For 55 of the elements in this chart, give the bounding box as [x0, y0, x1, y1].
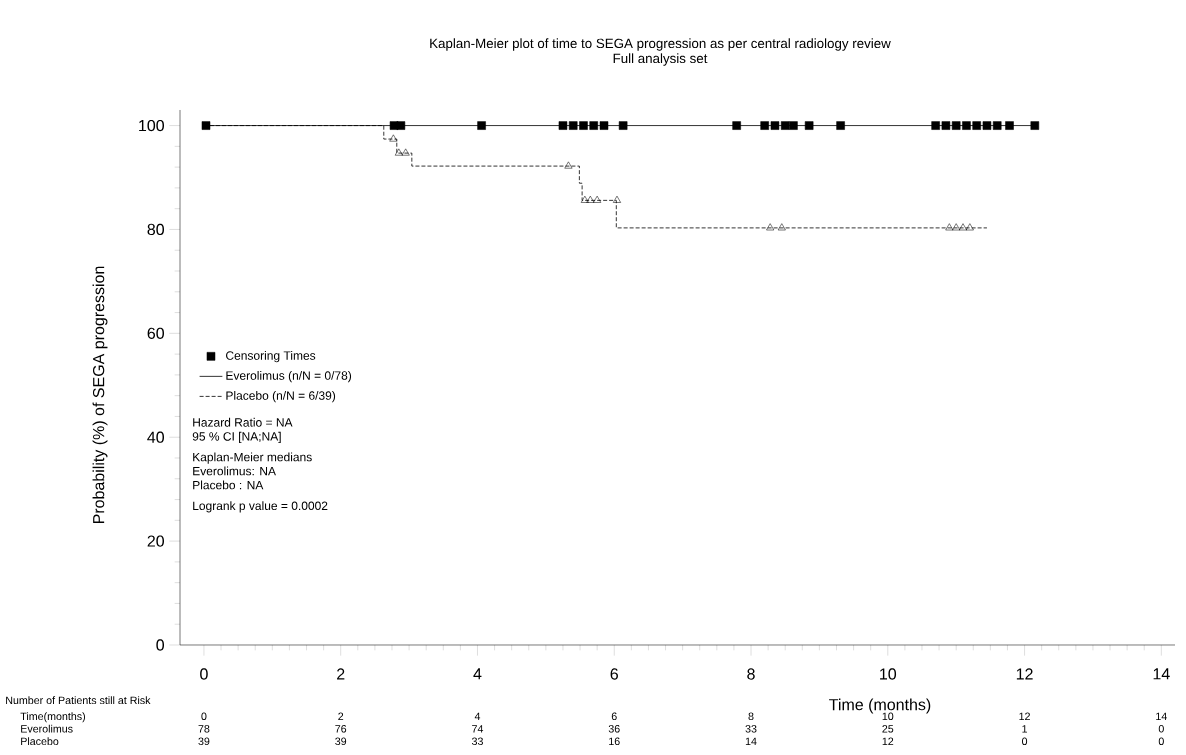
text: 8: [747, 668, 755, 680]
chart-title: Kaplan-Meier plot of time to SEGA progression as per central radiology review: [430, 38, 891, 51]
x-tick-label: 6: [611, 712, 617, 721]
annotation: Hazard Ratio = NA: [193, 417, 293, 427]
y-tick-label: 80: [147, 223, 165, 236]
text: 0: [1158, 725, 1164, 733]
y-axis-title: Probability (%) of SEGA progression: [92, 266, 108, 524]
text: 16: [609, 737, 620, 746]
text: 39: [198, 737, 210, 746]
legend-label: Everolimus (n/N = 0/78): [226, 371, 352, 383]
text: Placebo: [21, 737, 59, 746]
x-tick-label: 14: [1156, 712, 1167, 720]
text: 76: [335, 725, 347, 733]
text: 78: [198, 725, 210, 733]
text: 6: [610, 668, 618, 680]
text: 14: [1153, 668, 1170, 680]
text: 25: [882, 725, 894, 733]
text: 10: [880, 668, 897, 680]
text: 1: [1022, 725, 1027, 733]
text: Everolimus: [21, 724, 73, 733]
text: Number of Patients still at Risk: [6, 696, 151, 705]
annotation: Logrank p value = 0.0002: [193, 501, 328, 513]
x-axis-title: Time (months): [829, 698, 931, 714]
text: 14: [745, 737, 757, 745]
text: 36: [608, 725, 620, 733]
x-tick-label: 4: [474, 712, 481, 720]
text: 0: [1158, 737, 1164, 746]
x-tick-label: 8: [748, 712, 754, 721]
text: 12: [1016, 668, 1033, 680]
y-tick-label: 40: [147, 431, 165, 443]
annotation: 95 % CI [NA;NA]: [192, 431, 281, 444]
annotation: Placebo : NA: [193, 480, 264, 490]
legend-label: Censoring Times: [226, 350, 316, 363]
text: 33: [745, 725, 757, 733]
x-tick-label: 2: [338, 712, 344, 720]
text: 0: [200, 668, 208, 680]
text: 2: [337, 668, 345, 680]
text: Time(months): [20, 712, 85, 723]
x-tick-label: 10: [882, 712, 894, 721]
annotation: Kaplan-Meier medians: [193, 452, 312, 464]
text: 12: [882, 737, 894, 745]
y-tick-label: 0: [156, 639, 165, 651]
text: 4: [473, 668, 482, 680]
text: 0: [1022, 737, 1028, 746]
text: 74: [472, 725, 484, 733]
y-tick-label: 60: [147, 327, 165, 339]
x-tick-label: 0: [201, 712, 207, 721]
text: 39: [335, 737, 347, 746]
y-tick-label: 100: [139, 119, 165, 132]
x-tick-label: 12: [1019, 712, 1030, 720]
text: 33: [471, 737, 483, 746]
annotation: Everolimus: NA: [193, 466, 276, 476]
legend-label: Placebo (n/N = 6/39): [226, 391, 336, 403]
chart-subtitle: Full analysis set: [613, 53, 708, 66]
y-tick-label: 20: [147, 535, 165, 547]
